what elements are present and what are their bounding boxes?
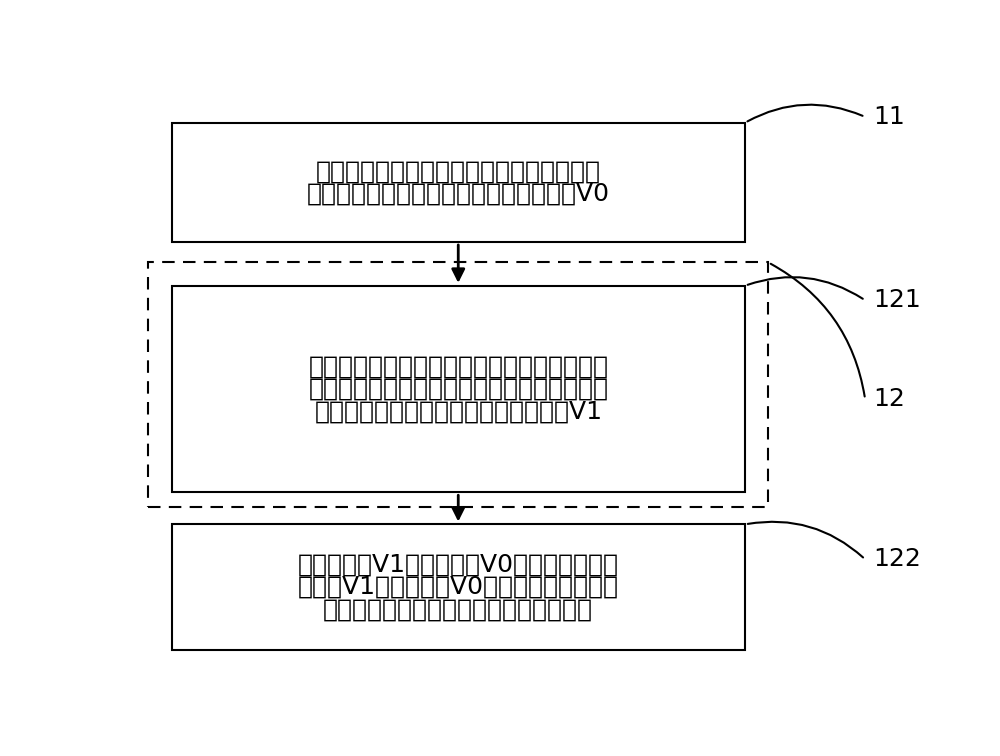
Text: 122: 122 (873, 547, 921, 572)
Bar (172, 122, 745, 242)
Text: 其他所有总正继电器及续流继电器，检测此时: 其他所有总正继电器及续流继电器，检测此时 (308, 377, 608, 401)
Text: 断开的总正继电器或续流继电器发生粘连: 断开的总正继电器或续流继电器发生粘连 (323, 597, 593, 621)
Text: 样电压V1与参考电压V0相等，则判定当前被: 样电压V1与参考电压V0相等，则判定当前被 (298, 575, 619, 599)
Text: 11: 11 (873, 105, 905, 129)
Bar (148, 262, 768, 507)
Text: 电压采样支路的电压检测端的采样电压V1: 电压采样支路的电压检测端的采样电压V1 (314, 399, 602, 423)
Text: 12: 12 (873, 387, 905, 411)
Text: 闭合所有总正继电器及续流继电器，检测此: 闭合所有总正继电器及续流继电器，检测此 (316, 160, 601, 183)
Text: 将采样电压V1与参考电压V0进行比较，若采: 将采样电压V1与参考电压V0进行比较，若采 (298, 553, 619, 577)
Bar (172, 286, 745, 492)
Text: 121: 121 (873, 288, 921, 312)
Text: 断开其中一个总正继电器或续流继电器，闭合: 断开其中一个总正继电器或续流继电器，闭合 (308, 355, 608, 379)
Bar (172, 525, 745, 649)
Text: 时电压采样支路的电压检测端的参考电压V0: 时电压采样支路的电压检测端的参考电压V0 (307, 181, 610, 206)
